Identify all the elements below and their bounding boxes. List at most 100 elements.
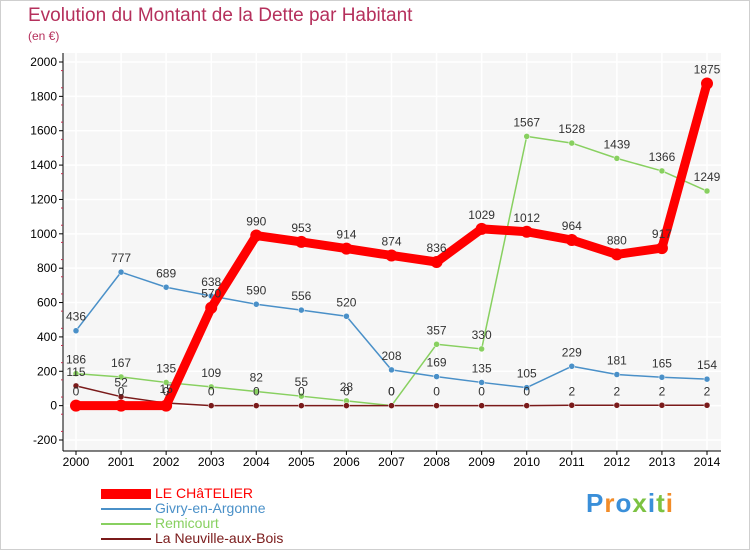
legend-swatch (101, 488, 151, 499)
data-label: 2 (568, 384, 575, 398)
data-label: 590 (246, 283, 266, 297)
data-point (703, 402, 711, 409)
data-label: 135 (472, 361, 492, 375)
chart-title: Evolution du Montant de la Dette par Hab… (28, 5, 413, 26)
data-label: 115 (66, 365, 85, 379)
legend-swatch (101, 507, 151, 510)
data-point (701, 77, 713, 90)
data-point (613, 155, 621, 162)
x-tick-label: 2001 (108, 455, 135, 469)
y-tick-label: 1000 (30, 227, 57, 241)
data-label: 1528 (558, 122, 585, 136)
data-point (523, 133, 530, 140)
x-tick-label: 2007 (378, 455, 405, 469)
data-label: 2 (614, 384, 621, 398)
data-label: 357 (427, 323, 447, 337)
x-tick-label: 2000 (63, 455, 90, 469)
data-point (388, 366, 395, 374)
y-tick-label: -200 (33, 433, 57, 447)
data-label: 777 (111, 251, 131, 265)
x-tick-label: 2010 (513, 455, 540, 469)
x-tick-label: 2012 (604, 455, 631, 469)
data-label: 15 (159, 382, 173, 396)
data-label: 0 (343, 385, 350, 399)
data-label: 169 (427, 356, 447, 370)
data-point (475, 222, 488, 235)
data-label: 2 (704, 384, 711, 398)
data-point (343, 402, 350, 409)
y-tick-label: 1600 (30, 124, 57, 138)
data-label: 1012 (513, 211, 540, 225)
data-label: 689 (156, 266, 176, 280)
x-tick-label: 2008 (423, 455, 450, 469)
x-tick-label: 2011 (559, 455, 585, 469)
data-label: 0 (253, 385, 260, 399)
legend-item-givry-en-argonne: Givry-en-Argonne (101, 501, 283, 516)
data-point (568, 363, 576, 370)
y-tick-label: 800 (37, 261, 57, 275)
data-label: 165 (652, 356, 672, 370)
y-tick-label: 200 (37, 364, 57, 378)
data-label: 28 (340, 380, 354, 394)
series-la-neuville-aux-bois (72, 382, 711, 409)
data-label: 953 (291, 221, 311, 235)
data-label: 0 (163, 385, 170, 399)
data-point (523, 384, 530, 391)
data-point (295, 235, 308, 248)
y-tick-label: 2000 (30, 55, 57, 69)
data-point (658, 374, 666, 381)
legend-label: Remicourt (155, 515, 219, 531)
data-label: 0 (208, 385, 215, 399)
data-point (658, 167, 666, 175)
data-point (340, 242, 353, 255)
data-label: 836 (427, 241, 447, 255)
data-point (388, 402, 395, 409)
data-point (72, 382, 80, 390)
data-point (162, 379, 170, 386)
data-point (523, 402, 530, 409)
data-label: 135 (156, 361, 176, 375)
data-point (253, 388, 260, 395)
data-point (613, 402, 621, 409)
data-label: 436 (66, 310, 86, 324)
data-label: 1567 (513, 115, 540, 129)
data-label: 82 (250, 371, 264, 385)
y-tick-label: 1800 (30, 89, 57, 103)
x-tick-label: 2005 (288, 455, 315, 469)
data-point (253, 301, 260, 308)
data-point (162, 284, 170, 291)
data-label: 570 (201, 287, 221, 301)
data-point (520, 225, 533, 238)
data-label: 1366 (649, 150, 676, 164)
data-point (298, 306, 305, 314)
x-tick-label: 2014 (694, 455, 721, 469)
data-point (117, 268, 125, 276)
series-givry-en-argonne (72, 268, 711, 391)
chart-unit-label: (en €) (28, 29, 60, 43)
x-tick-label: 2013 (649, 455, 676, 469)
data-label: 330 (472, 328, 492, 342)
data-point (703, 187, 711, 195)
data-label: 105 (517, 367, 537, 381)
data-label: 0 (433, 385, 440, 399)
legend-item-remicourt: Remicourt (101, 516, 283, 531)
data-label: 0 (388, 385, 395, 399)
series-le-ch-telier (70, 77, 713, 412)
data-label: 874 (381, 234, 401, 248)
legend-item-la-neuville-aux-bois: La Neuville-aux-Bois (101, 531, 283, 546)
data-label: 556 (291, 289, 311, 303)
data-label: 520 (336, 295, 356, 309)
data-label: 964 (562, 219, 582, 233)
data-point (568, 402, 576, 409)
data-point (703, 375, 711, 383)
y-tick-label: 400 (37, 330, 57, 344)
data-point (72, 327, 80, 334)
data-point (433, 402, 440, 409)
x-tick-label: 2004 (243, 455, 270, 469)
data-label: 0 (118, 385, 125, 399)
data-label: 0 (298, 385, 305, 399)
logo-letter: o (615, 488, 633, 518)
legend-label: LE CHâTELIER (155, 485, 254, 501)
